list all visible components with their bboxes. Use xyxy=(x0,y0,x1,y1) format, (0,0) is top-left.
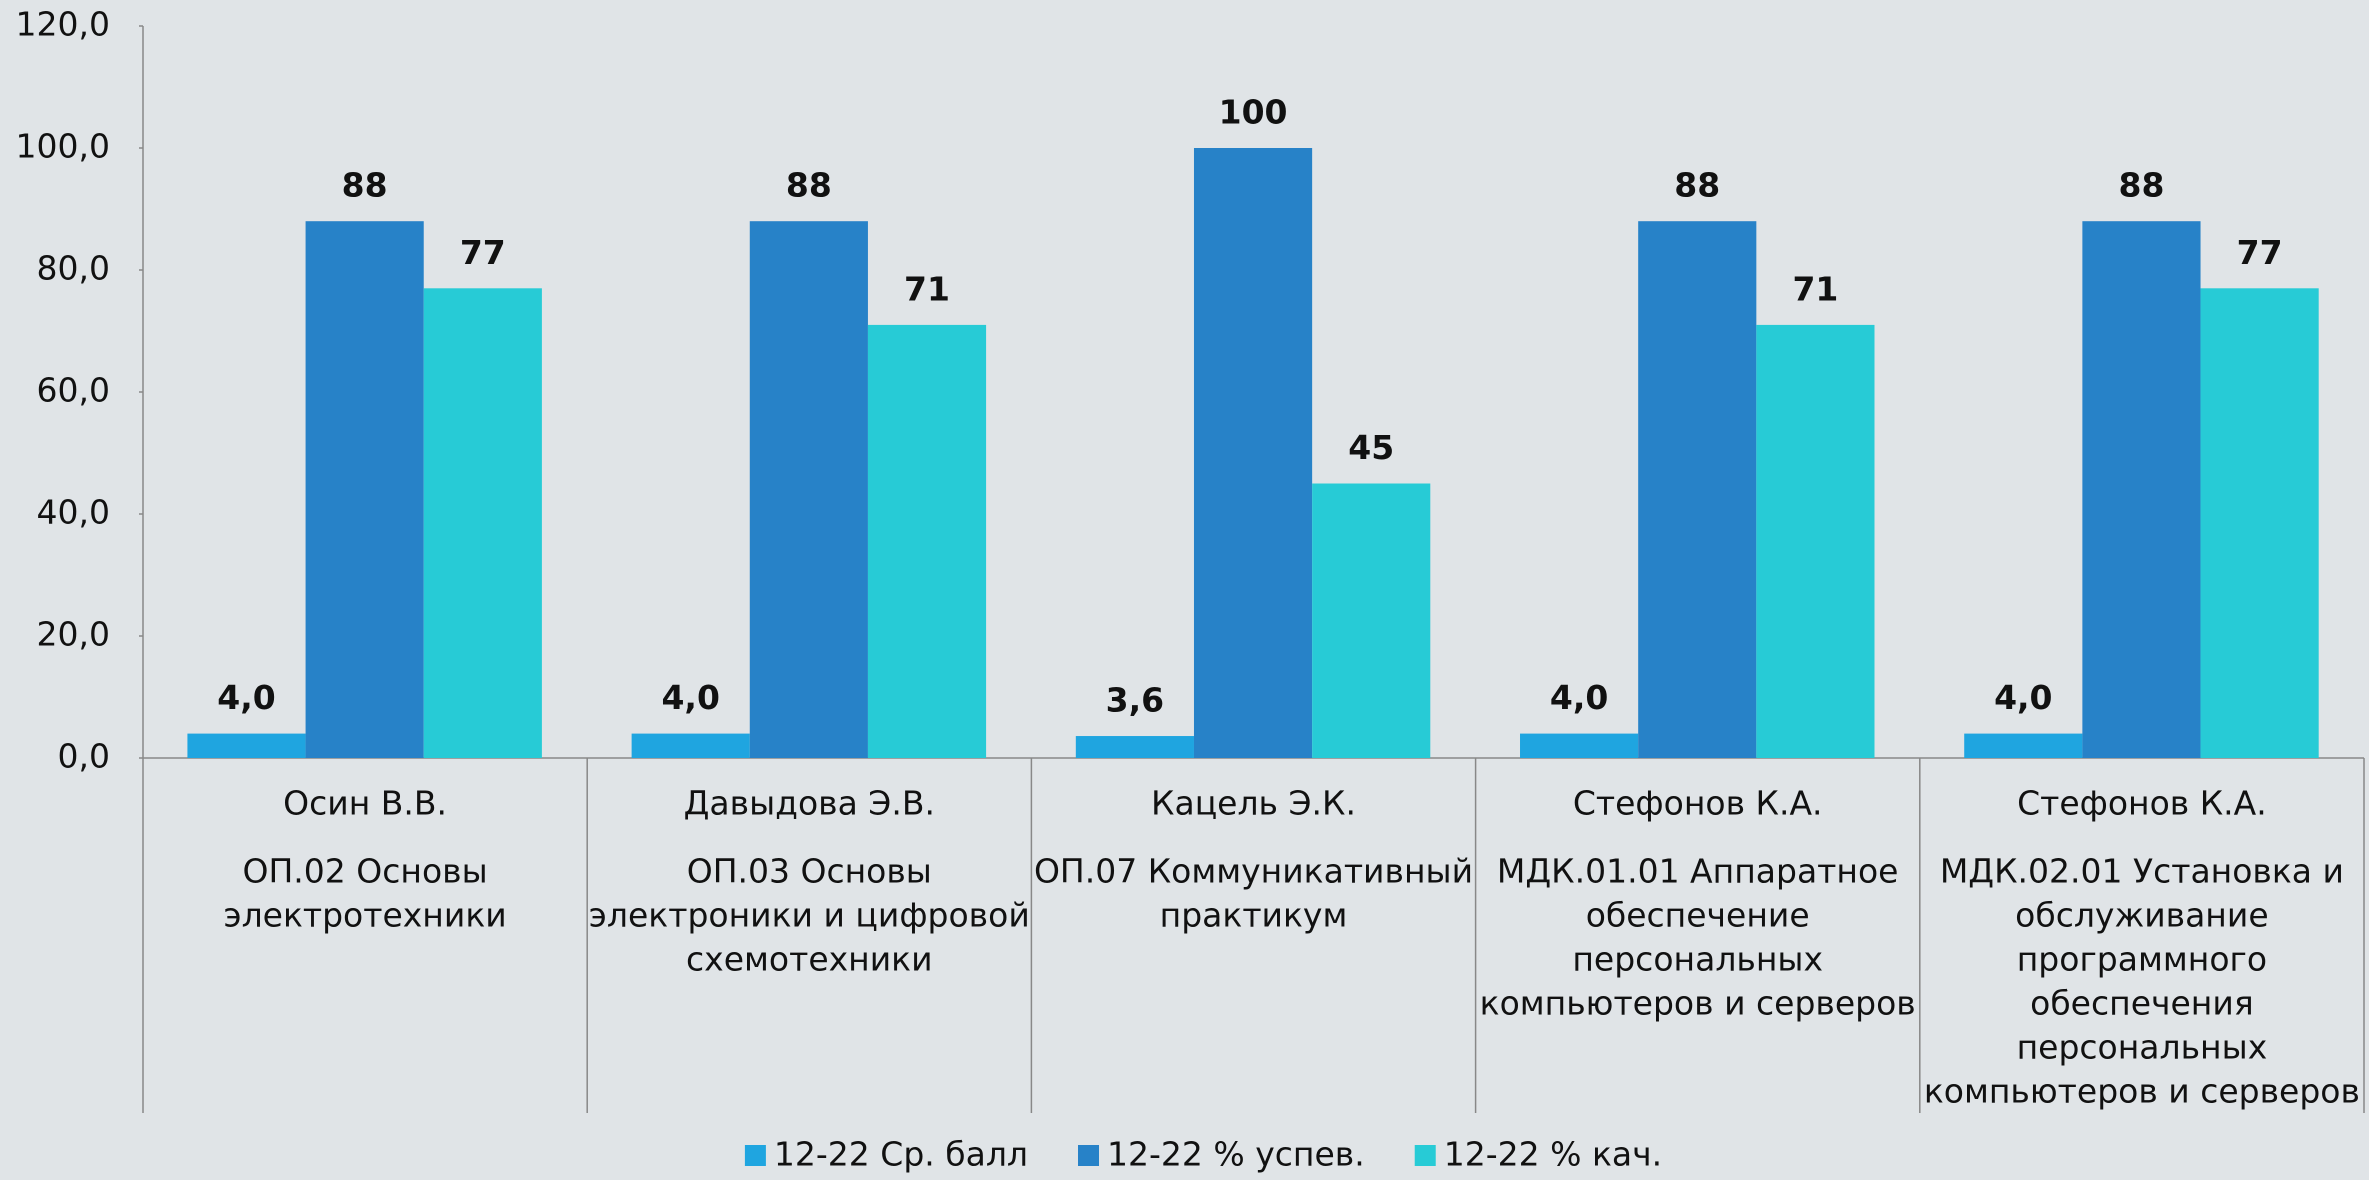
x-tick-label: электроники и цифровой xyxy=(589,896,1030,935)
value-label: 4,0 xyxy=(1550,678,1608,717)
value-label: 71 xyxy=(1792,269,1838,308)
x-tick-label: программного xyxy=(2017,940,2267,979)
y-tick-label: 120,0 xyxy=(16,5,110,44)
value-label: 100 xyxy=(1219,93,1288,132)
y-tick-label: 20,0 xyxy=(37,615,110,654)
bar xyxy=(1756,324,1875,758)
value-label: 88 xyxy=(1674,166,1720,205)
x-tick-label: схемотехники xyxy=(686,940,933,979)
legend-swatch xyxy=(1414,1145,1436,1166)
y-tick-label: 60,0 xyxy=(37,371,110,410)
bar xyxy=(749,221,868,758)
legend-swatch xyxy=(744,1145,766,1166)
bar xyxy=(631,733,750,758)
x-tick-label: Кацель Э.К. xyxy=(1151,784,1356,823)
x-tick-label: компьютеров и серверов xyxy=(1924,1072,2360,1111)
legend-label: 12-22 % кач. xyxy=(1444,1135,1662,1174)
x-tick-label: МДК.02.01 Установка и xyxy=(1940,852,2344,891)
x-tick-label: обслуживание xyxy=(2015,896,2268,935)
x-tick-label: Стефонов К.А. xyxy=(1573,784,1823,823)
bar xyxy=(1520,733,1639,758)
value-label: 4,0 xyxy=(217,678,275,717)
value-label: 88 xyxy=(786,166,832,205)
y-tick-label: 100,0 xyxy=(16,127,110,166)
x-tick-label: практикум xyxy=(1160,896,1348,935)
bar xyxy=(1075,736,1194,758)
x-tick-label: компьютеров и серверов xyxy=(1480,984,1916,1023)
y-tick-label: 80,0 xyxy=(37,249,110,288)
value-label: 3,6 xyxy=(1106,681,1164,720)
value-label: 88 xyxy=(2118,166,2164,205)
value-label: 77 xyxy=(2237,233,2283,272)
value-label: 4,0 xyxy=(1994,678,2052,717)
bar xyxy=(2200,288,2319,758)
x-tick-label: персональных xyxy=(2017,1028,2268,1067)
bar xyxy=(1964,733,2083,758)
bar xyxy=(2082,221,2201,758)
value-label: 88 xyxy=(342,166,388,205)
x-tick-label: ОП.02 Основы xyxy=(243,852,488,891)
y-tick-label: 0,0 xyxy=(58,737,110,776)
legend-swatch xyxy=(1078,1145,1100,1166)
value-label: 77 xyxy=(460,233,506,272)
bar xyxy=(1638,221,1757,758)
legend-label: 12-22 % успев. xyxy=(1107,1135,1365,1174)
x-tick-label: ОП.03 Основы xyxy=(687,852,932,891)
x-tick-label: Осин В.В. xyxy=(283,784,447,823)
bar xyxy=(1312,483,1431,758)
x-tick-label: обеспечения xyxy=(2030,984,2254,1023)
bar xyxy=(187,733,306,758)
legend-label: 12-22 Ср. балл xyxy=(774,1135,1028,1174)
value-label: 4,0 xyxy=(661,678,719,717)
x-tick-label: Давыдова Э.В. xyxy=(684,784,935,823)
y-tick-label: 40,0 xyxy=(37,493,110,532)
value-label: 45 xyxy=(1348,428,1394,467)
x-tick-label: Стефонов К.А. xyxy=(2017,784,2267,823)
x-tick-label: обеспечение xyxy=(1586,896,1810,935)
x-tick-label: ОП.07 Коммуникативный xyxy=(1034,852,1473,891)
bar xyxy=(1193,148,1313,758)
value-label: 71 xyxy=(904,269,950,308)
bar xyxy=(305,221,424,758)
x-tick-label: персональных xyxy=(1572,940,1823,979)
x-tick-label: МДК.01.01 Аппаратное xyxy=(1497,852,1899,891)
bar xyxy=(867,324,987,758)
bar xyxy=(423,288,542,758)
x-tick-label: электротехники xyxy=(223,896,506,935)
